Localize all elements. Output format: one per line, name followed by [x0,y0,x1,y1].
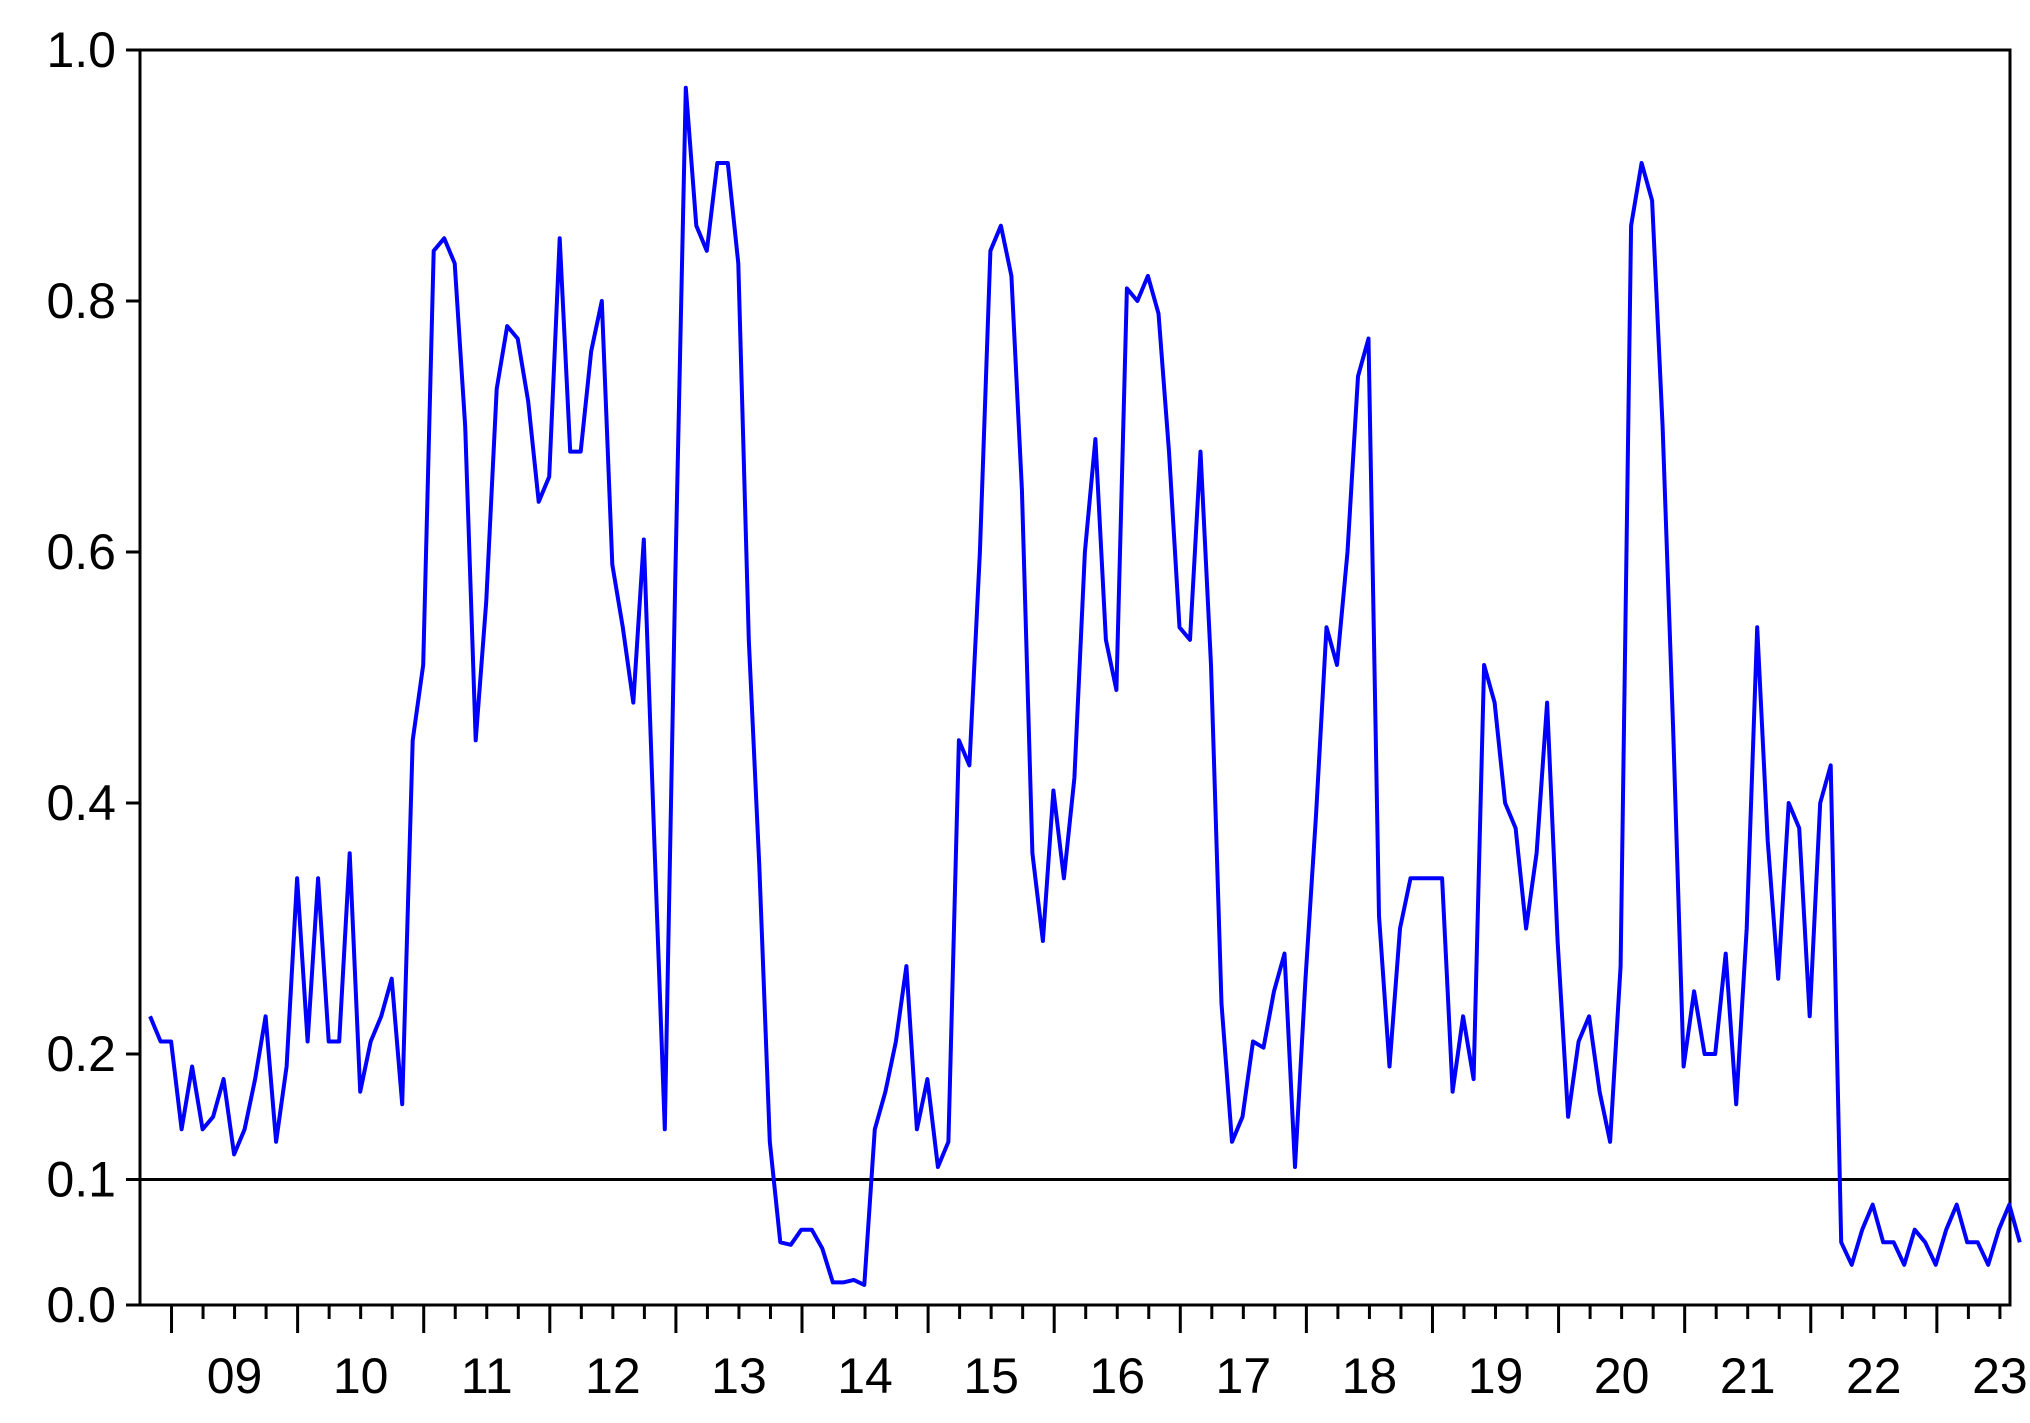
x-tick-label: 18 [1342,1348,1398,1404]
y-tick-label: 0.0 [46,1277,116,1333]
series-layer [148,85,2022,1287]
x-tick-label: 11 [461,1348,513,1404]
x-tick-label: 20 [1594,1348,1650,1404]
x-tick-label: 16 [1089,1348,1145,1404]
x-tick-label: 19 [1468,1348,1524,1404]
x-tick-label: 17 [1216,1348,1272,1404]
y-tick-label: 1.0 [46,22,116,78]
x-tick-label: 09 [207,1348,263,1404]
y-tick-label: 0.4 [46,775,116,831]
x-tick-label: 21 [1720,1348,1776,1404]
y-tick-label: 0.8 [46,273,116,329]
x-axis: 09 10 11 12 13 14 15 16 17 18 19 20 21 22 23 [170,1305,2028,1404]
y-tick-label: 0.1 [46,1152,116,1208]
series-line [148,85,2022,1287]
x-tick-label: 10 [333,1348,389,1404]
x-tick-label: 14 [837,1348,893,1404]
x-tick-label: 12 [585,1348,641,1404]
x-tick-label: 15 [963,1348,1019,1404]
x-tick-label: 23 [1972,1348,2028,1404]
plot-frame [138,48,2012,1307]
y-axis: 0.0 0.1 0.2 0.4 0.6 0.8 1.0 [46,22,140,1333]
y-tick-label: 0.6 [46,524,116,580]
x-tick-label: 22 [1846,1348,1902,1404]
x-tick-label: 13 [711,1348,767,1404]
y-tick-label: 0.2 [46,1026,116,1082]
